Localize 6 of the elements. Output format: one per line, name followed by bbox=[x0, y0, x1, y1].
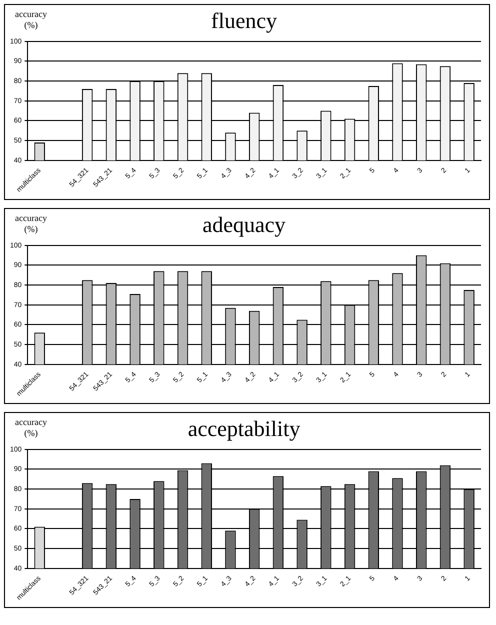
y-axis-title: accuracy (%) bbox=[14, 417, 48, 439]
chart-title: adequacy bbox=[202, 212, 286, 237]
y-axis-title: accuracy (%) bbox=[14, 9, 48, 31]
y-axis-title: accuracy (%) bbox=[14, 213, 48, 235]
chart-title: acceptability bbox=[188, 416, 300, 441]
chart-title: fluency bbox=[211, 8, 277, 33]
